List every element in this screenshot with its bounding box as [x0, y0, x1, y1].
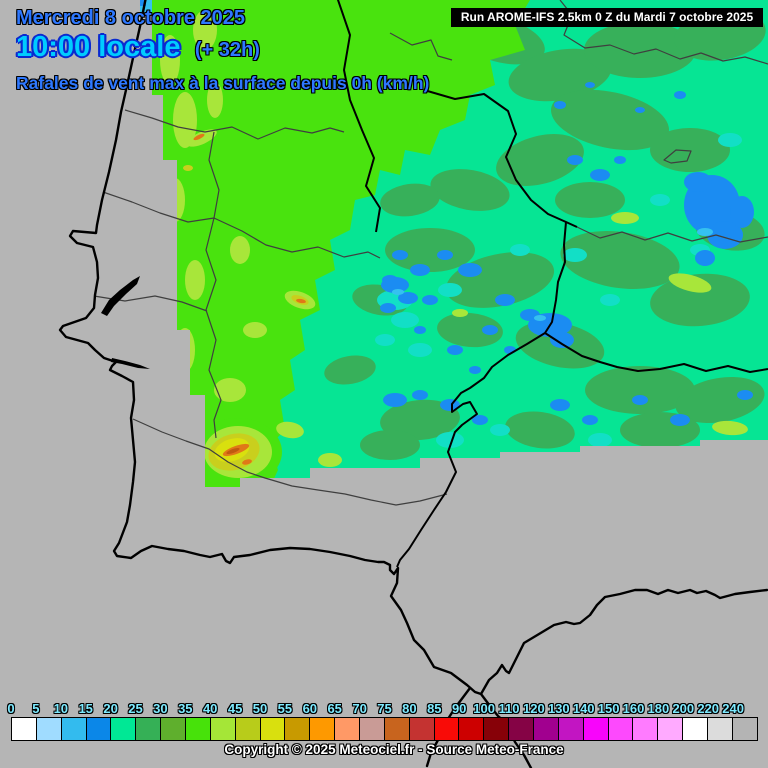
legend-cell	[35, 717, 62, 741]
legend-cell	[657, 717, 684, 741]
legend-tick: 30	[153, 701, 168, 716]
legend-cell	[682, 717, 709, 741]
gust-field	[140, 0, 768, 487]
legend-tick: 25	[128, 701, 143, 716]
legend-cell	[483, 717, 510, 741]
legend-tick: 0	[7, 701, 15, 716]
legend-tick: 240	[722, 701, 744, 716]
legend-tick: 85	[427, 701, 442, 716]
legend-tick: 220	[697, 701, 720, 716]
legend-tick: 200	[672, 701, 695, 716]
estuaries	[101, 276, 150, 369]
country-borders	[336, 0, 768, 568]
legend-tick: 65	[327, 701, 342, 716]
legend-tick: 120	[523, 701, 545, 716]
legend-cell	[607, 717, 634, 741]
header: Mercredi 8 octobre 2025 10:00 locale (+ …	[16, 7, 260, 63]
legend-cell	[85, 717, 112, 741]
legend-cell	[11, 717, 37, 741]
legend-tick: 35	[178, 701, 193, 716]
forecast-run-offset: (+ 32h)	[194, 39, 260, 61]
legend-cell	[557, 717, 584, 741]
legend-cell	[383, 717, 410, 741]
forecast-date: Mercredi 8 octobre 2025	[16, 7, 245, 29]
legend-cell	[359, 717, 385, 741]
legend-ticks: 0 5 10 15 20 25 30 35 40 45 50 55 60 65 70 75 80 85 90 100 1…	[0, 701, 768, 716]
legend-bar	[11, 717, 758, 741]
legend-tick: 80	[402, 701, 417, 716]
legend-cell	[632, 717, 659, 741]
legend-cell	[160, 717, 187, 741]
legend-cell	[60, 717, 87, 741]
forecast-time: 10:00 locale	[16, 31, 181, 63]
legend-cell	[234, 717, 261, 741]
legend-tick: 130	[547, 701, 570, 716]
legend-tick: 55	[277, 701, 293, 716]
legend-tick: 140	[572, 701, 595, 716]
legend-cell	[731, 717, 758, 741]
legend-tick: 5	[32, 701, 40, 716]
legend-cell	[110, 717, 137, 741]
legend-tick: 75	[377, 701, 392, 716]
legend-tick: 10	[53, 701, 69, 716]
run-info-box: Run AROME-IFS 2.5km 0 Z du Mardi 7 octob…	[451, 8, 763, 27]
district-borders	[93, 0, 768, 506]
legend-cell	[533, 717, 559, 741]
legend-tick: 100	[473, 701, 495, 716]
legend-tick: 110	[498, 701, 520, 716]
legend-tick: 45	[227, 701, 243, 716]
legend-cell	[458, 717, 485, 741]
legend-cell	[582, 717, 609, 741]
legend-cell	[209, 717, 236, 741]
legend-cell	[433, 717, 460, 741]
legend-cell	[135, 717, 162, 741]
legend-tick: 60	[302, 701, 318, 716]
legend-cell	[185, 717, 211, 741]
legend-cell	[508, 717, 535, 741]
legend-cell	[284, 717, 311, 741]
legend-cell	[309, 717, 336, 741]
copyright-notice: Copyright © 2025 Meteociel.fr - Source M…	[224, 742, 564, 757]
legend-tick: 150	[597, 701, 620, 716]
legend-cell	[334, 717, 361, 741]
legend-tick: 90	[451, 701, 467, 716]
legend-tick: 50	[252, 701, 268, 716]
legend-tick: 20	[103, 701, 118, 716]
parameter-title: Rafales de vent max à la surface depuis …	[16, 73, 430, 93]
legend-tick: 15	[78, 701, 93, 716]
legend-tick: 180	[647, 701, 670, 716]
legend-cell	[259, 717, 286, 741]
legend-cell	[707, 717, 733, 741]
legend-tick: 160	[622, 701, 645, 716]
legend-tick: 40	[202, 701, 218, 716]
legend-tick: 70	[352, 701, 367, 716]
legend-cell	[408, 717, 435, 741]
